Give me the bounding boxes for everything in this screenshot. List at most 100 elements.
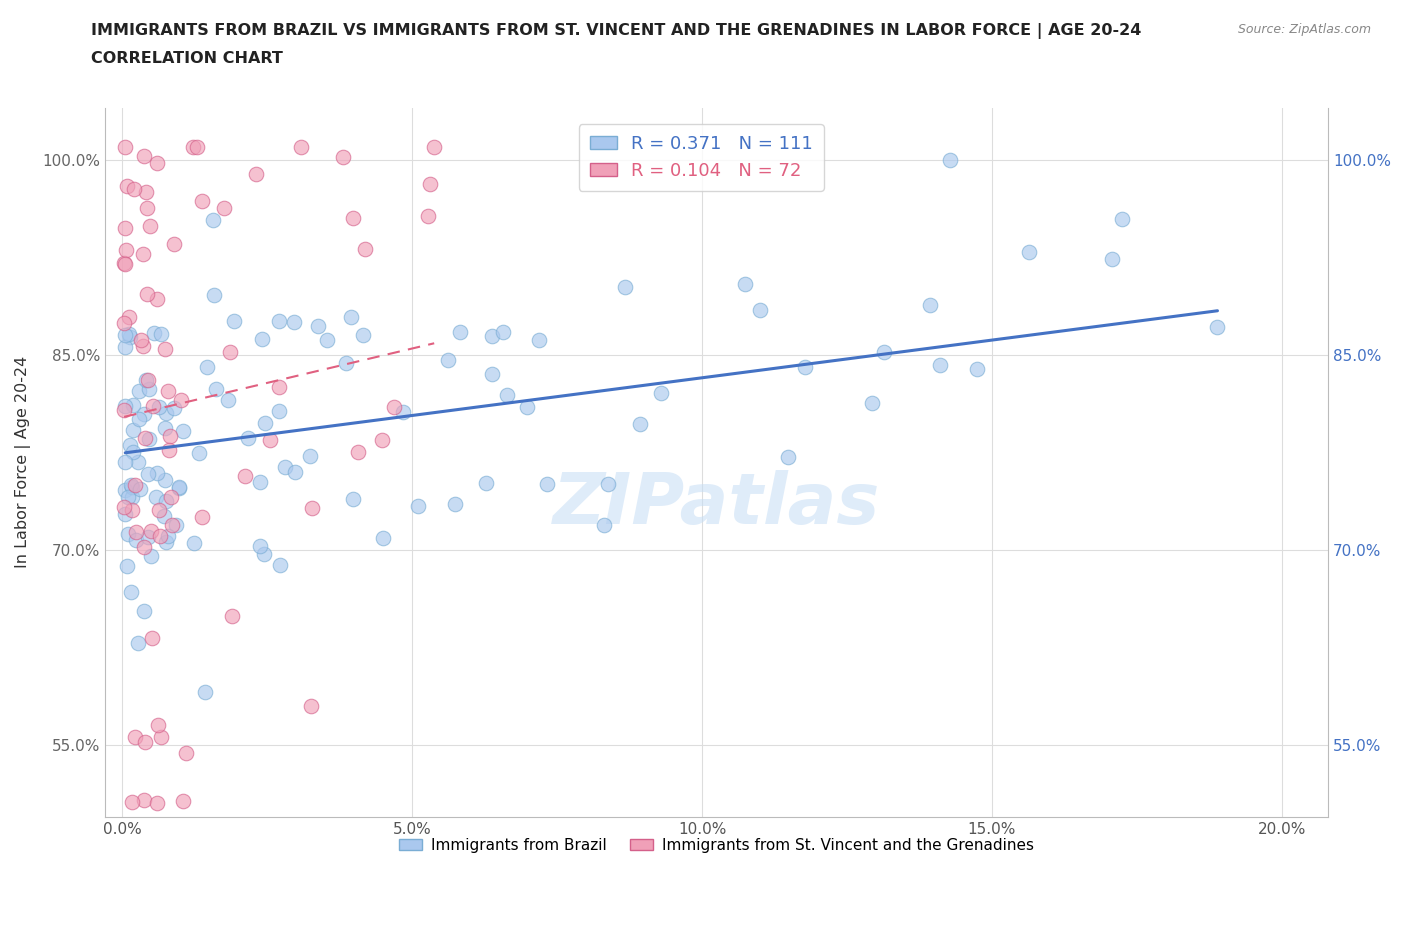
Point — [249, 538, 271, 553]
Point — [121, 502, 143, 517]
Point — [159, 490, 181, 505]
Point — [253, 546, 276, 561]
Point — [650, 386, 672, 401]
Point — [169, 481, 191, 496]
Point — [284, 465, 307, 480]
Point — [872, 344, 894, 359]
Point — [354, 242, 377, 257]
Point — [136, 373, 159, 388]
Point — [406, 498, 429, 513]
Point — [139, 548, 162, 563]
Point — [134, 540, 156, 555]
Text: ZIPatlas: ZIPatlas — [553, 471, 880, 539]
Point — [122, 422, 145, 437]
Point — [134, 431, 156, 445]
Point — [134, 735, 156, 750]
Point — [114, 399, 136, 414]
Point — [382, 400, 405, 415]
Point — [146, 717, 169, 732]
Point — [114, 339, 136, 354]
Point — [153, 341, 176, 356]
Point — [121, 445, 143, 459]
Point — [155, 494, 177, 509]
Point — [114, 454, 136, 469]
Point — [148, 400, 170, 415]
Point — [299, 448, 322, 463]
Point — [340, 310, 363, 325]
Point — [125, 525, 148, 539]
Point — [253, 416, 276, 431]
Point — [149, 529, 172, 544]
Point — [131, 247, 153, 262]
Point — [416, 209, 439, 224]
Point — [139, 524, 162, 538]
Point — [162, 518, 184, 533]
Point — [267, 314, 290, 329]
Point — [183, 535, 205, 550]
Point — [290, 140, 312, 154]
Point — [1111, 211, 1133, 226]
Point — [117, 526, 139, 541]
Point — [269, 558, 291, 573]
Point — [492, 325, 515, 339]
Point — [146, 795, 169, 810]
Point — [122, 397, 145, 412]
Point — [115, 243, 138, 258]
Point — [516, 400, 538, 415]
Point — [120, 329, 142, 344]
Point — [121, 794, 143, 809]
Point — [221, 608, 243, 623]
Point — [114, 257, 136, 272]
Point — [734, 276, 756, 291]
Point — [197, 360, 219, 375]
Point — [132, 339, 155, 353]
Point — [157, 383, 180, 398]
Point — [918, 298, 941, 312]
Point — [115, 179, 138, 193]
Point — [191, 193, 214, 208]
Point — [142, 398, 165, 413]
Point — [127, 455, 149, 470]
Point — [125, 533, 148, 548]
Point — [155, 405, 177, 420]
Point — [132, 604, 155, 618]
Point — [153, 509, 176, 524]
Point — [391, 405, 413, 419]
Point — [335, 355, 357, 370]
Point — [212, 201, 235, 216]
Point — [190, 510, 212, 525]
Point — [371, 432, 394, 447]
Point — [475, 476, 498, 491]
Point — [128, 383, 150, 398]
Point — [301, 501, 323, 516]
Point — [436, 352, 458, 367]
Point — [132, 149, 155, 164]
Point — [146, 465, 169, 480]
Point — [157, 443, 180, 458]
Point — [172, 423, 194, 438]
Point — [628, 417, 651, 432]
Point — [1101, 252, 1123, 267]
Point — [124, 181, 146, 196]
Point — [134, 406, 156, 421]
Point — [138, 381, 160, 396]
Point — [121, 480, 143, 495]
Point — [129, 482, 152, 497]
Point — [204, 381, 226, 396]
Point — [146, 155, 169, 170]
Point — [124, 478, 146, 493]
Point — [283, 314, 305, 329]
Point — [141, 631, 163, 645]
Point — [202, 213, 225, 228]
Point — [135, 184, 157, 199]
Point — [419, 176, 441, 191]
Point — [218, 345, 240, 360]
Point — [613, 280, 636, 295]
Point — [112, 316, 135, 331]
Point — [114, 483, 136, 498]
Point — [188, 445, 211, 460]
Legend: Immigrants from Brazil, Immigrants from St. Vincent and the Grenadines: Immigrants from Brazil, Immigrants from … — [394, 831, 1040, 858]
Point — [155, 535, 177, 550]
Point — [115, 558, 138, 573]
Point — [186, 140, 208, 154]
